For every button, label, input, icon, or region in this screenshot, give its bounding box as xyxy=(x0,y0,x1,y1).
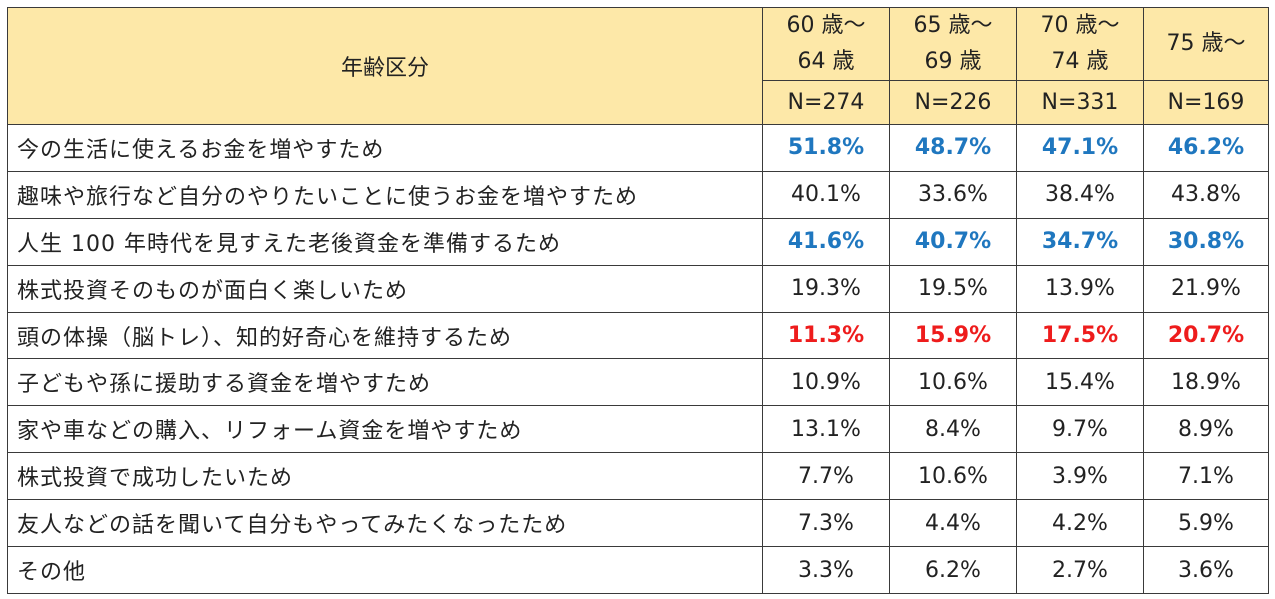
value-cell: 19.5% xyxy=(889,264,1017,313)
row-label: 子どもや孫に援助する資金を増やすため xyxy=(7,358,763,407)
value-cell: 15.9% xyxy=(889,311,1017,360)
table-row: 趣味や旅行など自分のやりたいことに使うお金を増やすため 40.1% 33.6% 38.… xyxy=(7,170,1269,219)
value-cell: 10.9% xyxy=(762,358,890,407)
table-row: 友人などの話を聞いて自分もやってみたくなったため 7.3% 4.4% 4.2% 5.9% xyxy=(7,499,1269,548)
value-cell: 8.4% xyxy=(889,405,1017,454)
table-row: 家や車などの購入、リフォーム資金を増やすため 13.1% 8.4% 9.7% 8.9% xyxy=(7,405,1269,454)
value-cell: 4.2% xyxy=(1016,499,1144,548)
value-cell: 21.9% xyxy=(1143,264,1269,313)
value-cell: 18.9% xyxy=(1143,358,1269,407)
value-cell: 51.8% xyxy=(762,124,890,172)
value-cell: 47.1% xyxy=(1016,124,1144,172)
table-row: 株式投資そのものが面白く楽しいため 19.3% 19.5% 13.9% 21.9% xyxy=(7,264,1269,313)
value-cell: 3.9% xyxy=(1016,452,1144,501)
sample-size-75-plus: N=169 xyxy=(1143,80,1269,125)
value-cell: 19.3% xyxy=(762,264,890,313)
table-row: 子どもや孫に援助する資金を増やすため 10.9% 10.6% 15.4% 18.9% xyxy=(7,358,1269,407)
row-label: その他 xyxy=(7,546,763,594)
value-cell: 15.4% xyxy=(1016,358,1144,407)
value-cell: 10.6% xyxy=(889,358,1017,407)
age-group-60-64-line1: 60 歳～ xyxy=(786,13,866,38)
row-label: 人生 100 年時代を見すえた老後資金を準備するため xyxy=(7,217,763,266)
value-cell: 33.6% xyxy=(889,170,1017,219)
value-cell: 40.1% xyxy=(762,170,890,219)
value-cell: 38.4% xyxy=(1016,170,1144,219)
age-group-70-74-header: 70 歳～ 74 歳 xyxy=(1016,7,1144,81)
value-cell: 30.8% xyxy=(1143,217,1269,266)
value-cell: 34.7% xyxy=(1016,217,1144,266)
table-row: 株式投資で成功したいため 7.7% 10.6% 3.9% 7.1% xyxy=(7,452,1269,501)
table-row: その他 3.3% 6.2% 2.7% 3.6% xyxy=(7,546,1269,594)
table-row: 頭の体操（脳トレ）、知的好奇心を維持するため 11.3% 15.9% 17.5% 20.… xyxy=(7,311,1269,360)
value-cell: 43.8% xyxy=(1143,170,1269,219)
value-cell: 20.7% xyxy=(1143,311,1269,360)
value-cell: 3.3% xyxy=(762,546,890,594)
value-cell: 40.7% xyxy=(889,217,1017,266)
row-label: 趣味や旅行など自分のやりたいことに使うお金を増やすため xyxy=(7,170,763,219)
value-cell: 5.9% xyxy=(1143,499,1269,548)
value-cell: 4.4% xyxy=(889,499,1017,548)
value-cell: 7.7% xyxy=(762,452,890,501)
value-cell: 46.2% xyxy=(1143,124,1269,172)
row-label: 今の生活に使えるお金を増やすため xyxy=(7,124,763,172)
age-group-75-plus-header: 75 歳～ xyxy=(1143,7,1269,81)
age-group-65-69-header: 65 歳～ 69 歳 xyxy=(889,7,1017,81)
value-cell: 6.2% xyxy=(889,546,1017,594)
value-cell: 9.7% xyxy=(1016,405,1144,454)
header-row-ages: 年齢区分 60 歳～ 64 歳 65 歳～ 69 歳 70 歳～ 74 歳 75… xyxy=(7,7,1269,125)
age-group-60-64-line2: 64 歳 xyxy=(797,49,855,74)
age-group-75-plus-line1: 75 歳～ xyxy=(1166,31,1246,56)
value-cell: 7.1% xyxy=(1143,452,1269,501)
age-category-header: 年齢区分 xyxy=(7,7,763,125)
value-cell: 3.6% xyxy=(1143,546,1269,594)
sample-size-60-64: N=274 xyxy=(762,80,890,125)
survey-table: 年齢区分 60 歳～ 64 歳 65 歳～ 69 歳 70 歳～ 74 歳 75… xyxy=(7,7,1269,594)
value-cell: 13.1% xyxy=(762,405,890,454)
header-row-sample-size: N=274 N=226 N=331 N=169 xyxy=(8,80,1269,125)
value-cell: 10.6% xyxy=(889,452,1017,501)
value-cell: 17.5% xyxy=(1016,311,1144,360)
age-group-70-74-line1: 70 歳～ xyxy=(1040,13,1120,38)
age-group-70-74-line2: 74 歳 xyxy=(1051,49,1109,74)
table-row: 人生 100 年時代を見すえた老後資金を準備するため 41.6% 40.7% 34.7… xyxy=(7,217,1269,266)
age-group-60-64-header: 60 歳～ 64 歳 xyxy=(762,7,890,81)
value-cell: 41.6% xyxy=(762,217,890,266)
row-label: 家や車などの購入、リフォーム資金を増やすため xyxy=(7,405,763,454)
sample-size-70-74: N=331 xyxy=(1016,80,1144,125)
value-cell: 8.9% xyxy=(1143,405,1269,454)
value-cell: 48.7% xyxy=(889,124,1017,172)
value-cell: 2.7% xyxy=(1016,546,1144,594)
table-row: 今の生活に使えるお金を増やすため 51.8% 48.7% 47.1% 46.2% xyxy=(7,124,1269,172)
row-label: 頭の体操（脳トレ）、知的好奇心を維持するため xyxy=(7,311,763,360)
row-label: 友人などの話を聞いて自分もやってみたくなったため xyxy=(7,499,763,548)
age-group-65-69-line1: 65 歳～ xyxy=(913,13,993,38)
age-group-65-69-line2: 69 歳 xyxy=(924,49,982,74)
table-header: 年齢区分 60 歳～ 64 歳 65 歳～ 69 歳 70 歳～ 74 歳 75… xyxy=(7,7,1269,125)
value-cell: 7.3% xyxy=(762,499,890,548)
value-cell: 13.9% xyxy=(1016,264,1144,313)
value-cell: 11.3% xyxy=(762,311,890,360)
table-body: 今の生活に使えるお金を増やすため 51.8% 48.7% 47.1% 46.2% 趣味や旅… xyxy=(7,124,1269,594)
row-label: 株式投資そのものが面白く楽しいため xyxy=(7,264,763,313)
row-label: 株式投資で成功したいため xyxy=(7,452,763,501)
sample-size-65-69: N=226 xyxy=(889,80,1017,125)
